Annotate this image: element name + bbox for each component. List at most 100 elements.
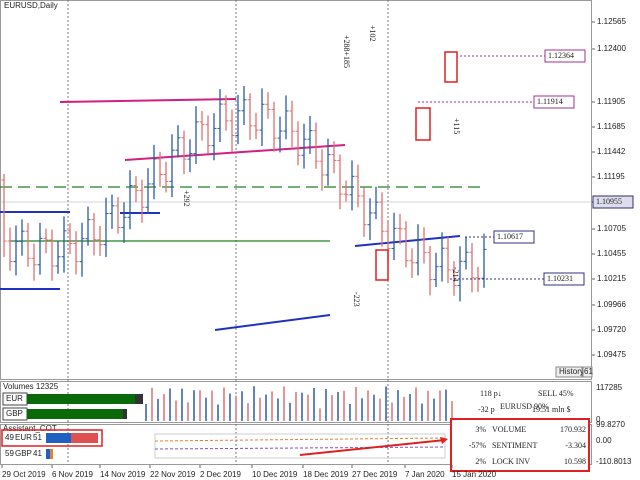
cot-axis-label: 0.00	[596, 436, 612, 445]
price-bars	[1, 85, 487, 302]
date-label: 29 Oct 2019	[2, 470, 46, 479]
cot-line	[154, 437, 446, 442]
highlight-box	[444, 51, 458, 83]
level-box	[533, 95, 575, 109]
price-label: 1.11195	[597, 172, 625, 181]
cot-frame	[0, 424, 592, 465]
ratio-name: GBP	[15, 449, 32, 458]
pips: -32 p	[478, 405, 495, 414]
stat-percent: 2%	[475, 457, 486, 466]
level-label: 1.10231	[547, 274, 573, 283]
money: 19.51 mln $	[532, 405, 570, 414]
levels	[0, 98, 480, 331]
ratio-right: 51	[33, 433, 42, 442]
cot-title: Assistant_COT	[3, 424, 57, 433]
volume-bars	[145, 386, 453, 421]
stat-name: VOLUME	[492, 425, 526, 434]
volume-axis-label: 0	[596, 415, 601, 424]
price-label: 1.09720	[597, 325, 626, 334]
date-label: 10 Dec 2019	[252, 470, 298, 479]
pips: 118 p↓	[480, 389, 502, 398]
level-label: 1.10955	[596, 197, 622, 206]
date-label: 15 Jan 2020	[452, 470, 497, 479]
ratio-bar	[71, 433, 98, 443]
price-label: 1.10705	[597, 224, 626, 233]
annotation: +288+185	[342, 35, 351, 68]
ratio-right: 41	[33, 449, 42, 458]
stat-value: 10.598	[564, 457, 586, 466]
volume-axis-label: 117285	[596, 383, 623, 392]
annotation: +102	[368, 25, 377, 42]
price-label: 1.10455	[597, 249, 626, 258]
ratio-bar	[50, 449, 53, 459]
highlight-box	[375, 249, 389, 281]
row-label: GBP	[6, 409, 23, 418]
annotation: -214	[451, 267, 460, 282]
cot-band	[154, 433, 446, 459]
level-line	[214, 314, 331, 331]
level-line	[124, 144, 346, 161]
cot-line	[154, 446, 446, 450]
stat-value: 170.932	[560, 425, 586, 434]
price-label: 1.11442	[597, 147, 626, 156]
stat-name: LOCK INV	[492, 457, 530, 466]
price-label: 1.10215	[597, 274, 626, 283]
level-label: 1.12364	[548, 51, 574, 60]
level-box	[543, 272, 585, 286]
annotation: -223	[352, 292, 361, 307]
highlight-box	[1, 429, 103, 447]
price-axis: 1.12565 1.12400 1.11905 1.11685 1.11442 1.111…	[592, 17, 626, 359]
arrow	[299, 439, 446, 456]
ratio-bar	[46, 433, 71, 443]
price-label: 1.09966	[597, 300, 626, 309]
history-count-box	[582, 366, 593, 378]
price-label: 1.12565	[597, 17, 626, 26]
level-label: 1.11914	[537, 97, 563, 106]
strength-bar-rest	[123, 409, 127, 419]
price-label: 1.11685	[597, 122, 626, 131]
level-box	[592, 195, 634, 209]
stat-percent: -57%	[469, 441, 487, 450]
highlight-box	[415, 107, 431, 141]
ratio-name: EUR	[15, 433, 32, 442]
date-label: 22 Nov 2019	[150, 470, 196, 479]
arrow-head	[440, 437, 448, 444]
level-line	[59, 98, 237, 103]
price-label: 1.11905	[597, 97, 626, 106]
date-label: 6 Nov 2019	[52, 470, 93, 479]
ratio-bar	[46, 449, 50, 459]
volume-frame	[0, 381, 592, 423]
stat-value: -3.304	[565, 441, 586, 450]
price-label: 1.12400	[597, 44, 626, 53]
level-labels: 1.12364 1.11914 1.10955 1.10617 1.10231	[418, 49, 634, 286]
ratio-left: 59	[5, 449, 14, 458]
annotation: +292	[182, 190, 191, 207]
window-title: EURUSD,Daily	[4, 1, 58, 10]
level-box	[493, 230, 535, 244]
price-label: 1.09475	[597, 350, 626, 359]
stat-name: SENTIMENT	[492, 441, 537, 450]
date-label: 27 Dec 2019	[352, 470, 398, 479]
date-label: 2 Dec 2019	[200, 470, 241, 479]
history-count: 61	[584, 367, 593, 376]
level-label: 1.10617	[497, 232, 523, 241]
strength-bar-rest	[135, 394, 143, 404]
strength-bar	[27, 409, 123, 419]
cot-axis-label: 99.8270	[596, 420, 625, 429]
strength-bar	[27, 394, 135, 404]
annotation: +115	[452, 118, 461, 134]
ratio-left: 49	[5, 433, 14, 442]
history-button-label[interactable]: History	[559, 367, 584, 376]
main-frame	[0, 0, 592, 380]
date-label: 14 Nov 2019	[100, 470, 146, 479]
stat-percent: 3%	[475, 425, 486, 434]
volume-title: Volumes 12325	[3, 382, 59, 391]
history-button[interactable]	[555, 366, 583, 378]
level-box	[544, 49, 586, 63]
row-label: EUR	[6, 394, 23, 403]
date-label: 18 Dec 2019	[303, 470, 349, 479]
stats-box	[450, 418, 590, 472]
sell-signal: SELL 45%	[538, 389, 574, 398]
date-label: 7 Jan 2020	[405, 470, 445, 479]
